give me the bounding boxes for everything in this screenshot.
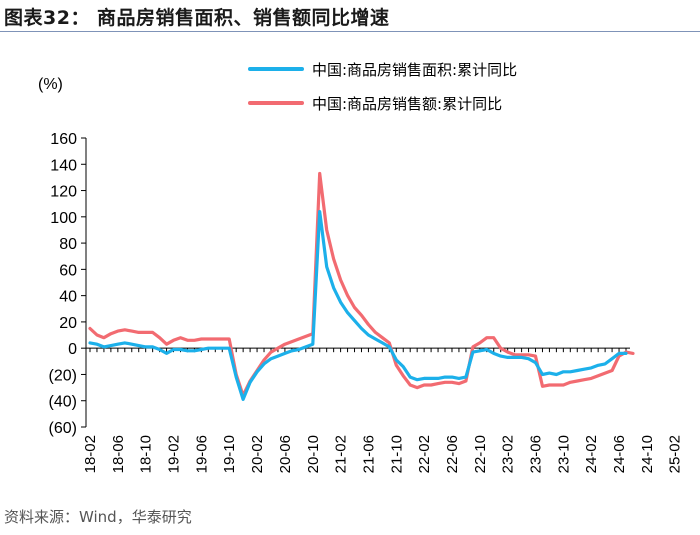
y-tick-label: 140 bbox=[50, 157, 77, 174]
y-tick-label: 20 bbox=[59, 315, 77, 332]
x-tick-label: 23-02 bbox=[500, 435, 517, 473]
x-tick-label: 19-10 bbox=[221, 435, 238, 473]
x-tick-label: 24-02 bbox=[583, 435, 600, 473]
y-tick-label: 0 bbox=[68, 341, 77, 358]
x-tick-label: 21-06 bbox=[360, 435, 377, 473]
y-axis-unit-label: (%) bbox=[38, 76, 63, 93]
series-line-sales-area bbox=[88, 210, 628, 401]
title-divider bbox=[0, 31, 700, 32]
x-tick-label: 18-10 bbox=[138, 435, 155, 473]
x-tick-label: 19-06 bbox=[193, 435, 210, 473]
y-tick-label: (40) bbox=[49, 394, 77, 411]
y-tick-label: 80 bbox=[59, 236, 77, 253]
x-tick-label: 24-06 bbox=[611, 435, 628, 473]
source-note: 资料来源：Wind，华泰研究 bbox=[4, 508, 192, 526]
figure-title: 图表32： 商品房销售面积、销售额同比增速 bbox=[4, 7, 390, 29]
y-tick-label: 60 bbox=[59, 262, 77, 279]
y-tick-label: (20) bbox=[49, 367, 77, 384]
x-tick-label: 22-10 bbox=[472, 435, 489, 473]
legend-label: 中国:商品房销售面积:累计同比 bbox=[312, 61, 517, 79]
series-layer bbox=[88, 171, 635, 401]
y-tick-label: (60) bbox=[49, 420, 77, 437]
legend-label: 中国:商品房销售额:累计同比 bbox=[312, 95, 502, 113]
x-tick-label: 25-02 bbox=[667, 435, 684, 473]
series-line-sales-value bbox=[88, 171, 635, 398]
y-axis: 160 140 120 100 80 60 40 20 0 (20) (40) (60) bbox=[49, 131, 87, 437]
y-tick-label: 100 bbox=[50, 210, 77, 227]
x-tick-label: 23-06 bbox=[528, 435, 545, 473]
x-tick-label: 21-10 bbox=[388, 435, 405, 473]
x-tick-label: 24-10 bbox=[639, 435, 656, 473]
x-tick-label: 18-02 bbox=[82, 435, 99, 473]
x-tick-label: 20-10 bbox=[305, 435, 322, 473]
y-tick-label: 120 bbox=[50, 184, 77, 201]
x-axis: 18-02 18-06 18-10 19-02 19-06 19-10 20-02 20-06… bbox=[82, 347, 684, 473]
x-tick-label: 21-02 bbox=[333, 435, 350, 473]
x-tick-label: 20-02 bbox=[249, 435, 266, 473]
y-tick-label: 160 bbox=[50, 131, 77, 148]
x-tick-label: 22-06 bbox=[444, 435, 461, 473]
x-tick-label: 18-06 bbox=[110, 435, 127, 473]
y-tick-label: 40 bbox=[59, 289, 77, 306]
x-tick-label: 20-06 bbox=[277, 435, 294, 473]
x-tick-label: 23-10 bbox=[555, 435, 572, 473]
x-tick-label: 22-02 bbox=[416, 435, 433, 473]
x-tick-label: 19-02 bbox=[166, 435, 183, 473]
